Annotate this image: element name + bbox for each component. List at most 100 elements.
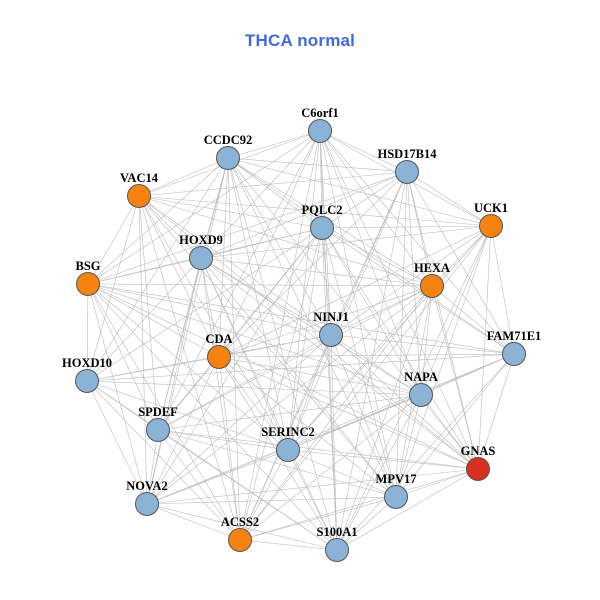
label-FAM71E1: FAM71E1 [487, 329, 542, 343]
edge-VAC14-BSG [87, 195, 140, 285]
node-NINJ1 [319, 323, 343, 347]
edge-C6orf1-MPV17 [319, 130, 397, 498]
edge-HSD17B14-S100A1 [336, 171, 408, 551]
node-FAM71E1 [502, 342, 526, 366]
edge-CDA-NAPA [218, 356, 422, 396]
edge-PQLC2-FAM71E1 [321, 227, 515, 355]
edge-GNAS-S100A1 [336, 468, 479, 551]
edge-CDA-MPV17 [218, 356, 397, 498]
node-GNAS [466, 457, 490, 481]
label-GNAS: GNAS [461, 444, 496, 458]
node-MPV17 [384, 485, 408, 509]
edge-PQLC2-NOVA2 [146, 227, 323, 505]
node-HSD17B14 [395, 160, 419, 184]
label-HSD17B14: HSD17B14 [377, 147, 437, 161]
edge-CDA-SPDEF [157, 356, 220, 431]
edge-CCDC92-VAC14 [138, 157, 229, 197]
edge-HSD17B14-NAPA [406, 171, 422, 396]
node-layer [75, 119, 526, 562]
node-CCDC92 [216, 146, 240, 170]
edge-HEXA-S100A1 [336, 285, 433, 551]
node-S100A1 [325, 538, 349, 562]
label-PQLC2: PQLC2 [302, 203, 343, 217]
node-VAC14 [127, 184, 151, 208]
edge-NAPA-GNAS [420, 394, 479, 470]
edge-HOXD9-GNAS [200, 257, 479, 470]
edge-UCK1-GNAS [477, 225, 492, 470]
edge-NINJ1-SPDEF [157, 334, 332, 431]
edge-SPDEF-GNAS [157, 429, 479, 470]
edge-PQLC2-NAPA [321, 227, 422, 396]
edge-BSG-NOVA2 [87, 283, 148, 505]
edge-C6orf1-HSD17B14 [319, 130, 408, 173]
edge-HOXD10-SERINC2 [86, 380, 289, 451]
edge-BSG-NAPA [87, 283, 422, 396]
edge-HSD17B14-VAC14 [138, 171, 408, 197]
edge-NINJ1-FAM71E1 [330, 334, 515, 355]
edge-C6orf1-CDA [218, 130, 321, 358]
edge-C6orf1-SERINC2 [287, 130, 321, 451]
edge-FAM71E1-HOXD10 [86, 353, 515, 382]
edge-VAC14-SERINC2 [138, 195, 289, 451]
edge-HSD17B14-SERINC2 [287, 171, 408, 451]
edge-VAC14-PQLC2 [138, 195, 323, 229]
label-CCDC92: CCDC92 [204, 133, 253, 147]
edge-HOXD9-ACSS2 [200, 257, 241, 541]
edge-HSD17B14-HOXD9 [200, 171, 408, 259]
edge-NOVA2-ACSS2 [146, 503, 241, 541]
edge-HEXA-FAM71E1 [431, 285, 515, 355]
edge-HEXA-SPDEF [157, 285, 433, 431]
edge-SERINC2-ACSS2 [239, 449, 289, 541]
label-layer: C6orf1 CCDC92 HSD17B14 VAC14 PQLC2 UCK1 HOXD9 B… [62, 106, 541, 539]
edge-CCDC92-PQLC2 [227, 157, 323, 229]
edge-CCDC92-HSD17B14 [227, 157, 408, 173]
edge-NINJ1-SERINC2 [287, 334, 332, 451]
edge-HSD17B14-GNAS [406, 171, 479, 470]
edge-C6orf1-CCDC92 [227, 130, 321, 159]
edge-NAPA-SERINC2 [287, 394, 422, 451]
node-C6orf1 [308, 119, 332, 143]
edge-UCK1-NINJ1 [330, 225, 492, 336]
label-CDA: CDA [205, 332, 232, 346]
edge-HOXD10-NOVA2 [86, 380, 148, 505]
edge-UCK1-NAPA [420, 225, 492, 396]
edge-HOXD9-CDA [200, 257, 220, 358]
node-SERINC2 [276, 438, 300, 462]
edge-HSD17B14-BSG [87, 171, 408, 285]
node-HEXA [420, 274, 444, 298]
edge-NOVA2-MPV17 [146, 496, 397, 505]
edge-HEXA-SERINC2 [287, 285, 433, 451]
label-SERINC2: SERINC2 [261, 425, 315, 439]
edge-ACSS2-S100A1 [239, 539, 338, 551]
edge-SPDEF-SERINC2 [157, 429, 289, 451]
edge-FAM71E1-GNAS [477, 353, 515, 470]
edge-VAC14-NOVA2 [138, 195, 148, 505]
node-NAPA [409, 383, 433, 407]
edge-HSD17B14-PQLC2 [321, 171, 408, 229]
label-HEXA: HEXA [414, 261, 450, 275]
edge-VAC14-HEXA [138, 195, 433, 287]
edge-CCDC92-S100A1 [227, 157, 338, 551]
edge-HOXD9-SERINC2 [200, 257, 289, 451]
edge-MPV17-ACSS2 [239, 496, 397, 541]
edge-CCDC92-BSG [87, 157, 229, 285]
edge-NINJ1-S100A1 [330, 334, 338, 551]
edge-VAC14-CDA [138, 195, 220, 358]
edge-CCDC92-GNAS [227, 157, 479, 470]
label-VAC14: VAC14 [120, 171, 159, 185]
edge-C6orf1-ACSS2 [239, 130, 321, 541]
label-S100A1: S100A1 [317, 525, 358, 539]
edge-PQLC2-SERINC2 [287, 227, 323, 451]
edge-BSG-HOXD10 [86, 283, 89, 382]
edge-UCK1-FAM71E1 [490, 225, 515, 355]
edge-BSG-ACSS2 [87, 283, 241, 541]
edge-NINJ1-ACSS2 [239, 334, 332, 541]
edge-HEXA-NOVA2 [146, 285, 433, 505]
edge-C6orf1-FAM71E1 [319, 130, 515, 355]
edge-SPDEF-ACSS2 [157, 429, 241, 541]
edge-UCK1-HEXA [431, 225, 492, 287]
edge-HOXD9-HEXA [200, 257, 433, 287]
node-BSG [76, 272, 100, 296]
edge-CCDC92-NINJ1 [227, 157, 332, 336]
